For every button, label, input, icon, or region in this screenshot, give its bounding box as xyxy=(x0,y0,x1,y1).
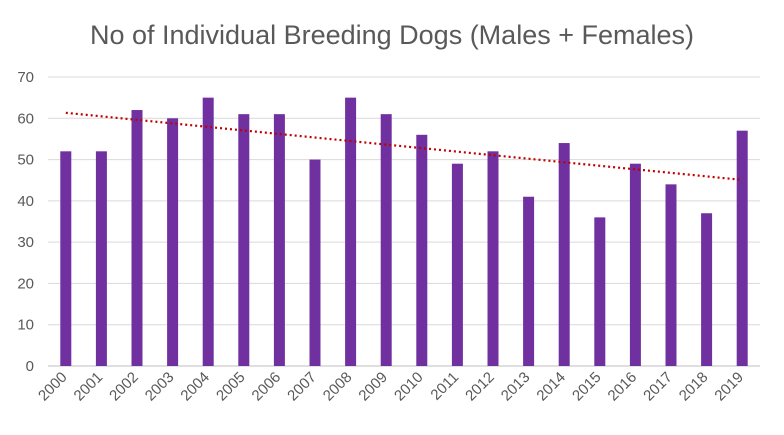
bar-2018 xyxy=(701,213,713,366)
y-tick-label: 30 xyxy=(17,234,34,251)
trendline xyxy=(65,111,743,182)
y-tick-label: 0 xyxy=(26,358,34,375)
x-tick-label: 2012 xyxy=(462,369,498,405)
bar-2015 xyxy=(594,217,606,366)
y-tick-label: 50 xyxy=(17,152,34,169)
gridlines xyxy=(48,76,760,367)
bar-2016 xyxy=(629,163,641,366)
x-tick-label: 2014 xyxy=(533,369,569,405)
x-tick-label: 2019 xyxy=(711,369,747,405)
x-tick-label: 2005 xyxy=(213,369,249,405)
bar-2017 xyxy=(665,184,677,366)
bar-2019 xyxy=(736,130,748,366)
x-tick-label: 2009 xyxy=(355,369,391,405)
x-tick-label: 2004 xyxy=(177,369,213,405)
bar-2008 xyxy=(345,97,357,367)
bar-2012 xyxy=(487,151,499,366)
x-tick-label: 2007 xyxy=(284,369,320,405)
bar-2006 xyxy=(273,114,285,367)
y-tick-label: 40 xyxy=(17,193,34,210)
bar-2003 xyxy=(167,118,179,367)
bar-2002 xyxy=(131,110,143,367)
y-tick-label: 60 xyxy=(17,110,34,127)
bar-2005 xyxy=(238,114,250,367)
x-tick-label: 2017 xyxy=(640,369,676,405)
y-tick-label: 10 xyxy=(17,317,34,334)
x-tick-label: 2008 xyxy=(320,369,356,405)
x-tick-label: 2000 xyxy=(35,369,71,405)
y-tick-label: 70 xyxy=(17,69,34,86)
bar-2000 xyxy=(60,151,72,366)
x-tick-label: 2016 xyxy=(605,369,641,405)
bar-2009 xyxy=(380,114,392,367)
trendline-layer xyxy=(65,111,743,182)
x-axis-ticks: 2000 2001 2002 2003 2004 2005 2006 2007 2008 2009… xyxy=(35,369,747,405)
x-tick-label: 2002 xyxy=(106,369,142,405)
x-tick-label: 2018 xyxy=(676,369,712,405)
bar-2013 xyxy=(523,196,535,366)
x-tick-label: 2011 xyxy=(427,369,462,404)
x-tick-label: 2013 xyxy=(498,369,534,405)
bar-2004 xyxy=(202,97,214,367)
x-tick-label: 2003 xyxy=(142,369,178,405)
bar-2007 xyxy=(309,159,321,366)
bar-2011 xyxy=(451,163,463,366)
bar-2001 xyxy=(95,151,107,366)
chart-title: No of Individual Breeding Dogs (Males + … xyxy=(89,20,695,50)
x-tick-label: 2015 xyxy=(569,369,605,405)
y-axis-ticks: 0 10 20 30 40 50 60 70 xyxy=(17,69,34,375)
bar-2014 xyxy=(558,143,570,366)
bars xyxy=(60,97,748,367)
y-tick-label: 20 xyxy=(17,275,34,292)
x-tick-label: 2006 xyxy=(249,369,285,405)
bar-2010 xyxy=(416,134,428,366)
x-tick-label: 2010 xyxy=(391,369,427,405)
x-tick-label: 2001 xyxy=(71,369,107,405)
